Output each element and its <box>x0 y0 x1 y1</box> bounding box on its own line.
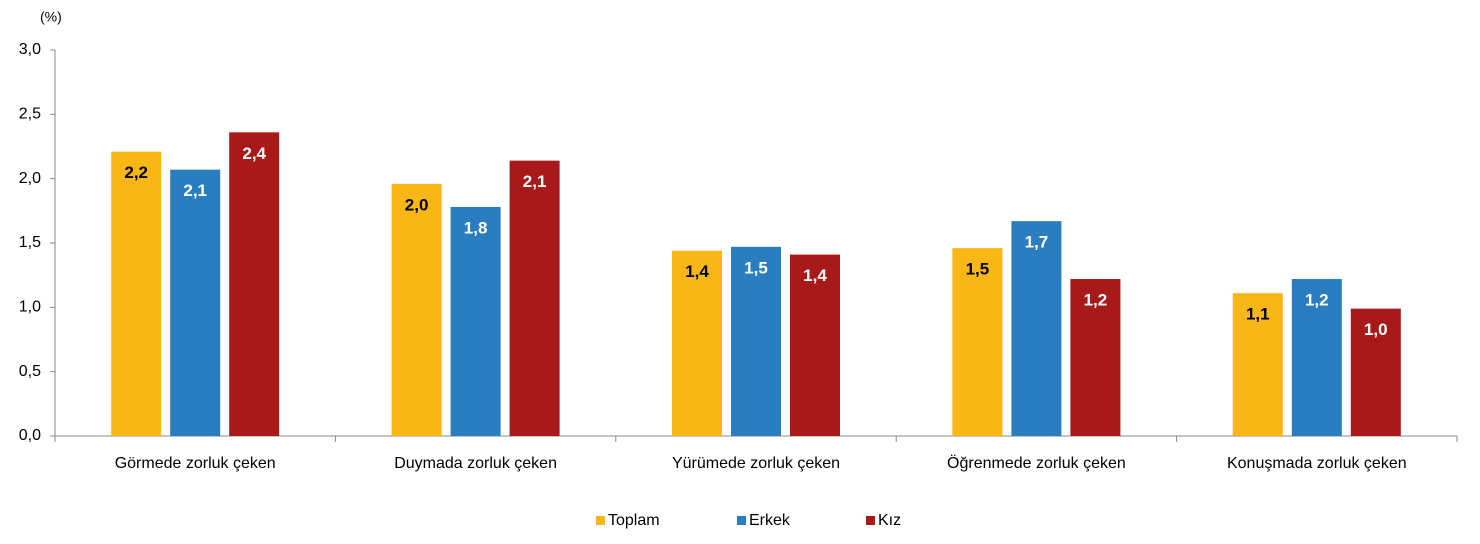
bar <box>1291 279 1342 436</box>
value-label: 1,1 <box>1246 305 1270 324</box>
legend-swatch <box>737 516 746 525</box>
bar <box>790 254 840 436</box>
value-label: 1,4 <box>803 266 827 285</box>
x-tick-label: Öğrenmede zorluk çeken <box>947 454 1126 472</box>
x-tick-label: Konuşmada zorluk çeken <box>1227 455 1407 472</box>
bar <box>952 248 1003 436</box>
x-tick-label: Yürümede zorluk çeken <box>672 455 840 472</box>
y-tick-label: 2,0 <box>19 170 41 187</box>
value-label: 1,5 <box>966 260 990 279</box>
value-label: 1,0 <box>1364 320 1388 339</box>
legend-label: Kız <box>878 512 901 529</box>
x-tick-label: Görmede zorluk çeken <box>115 455 276 472</box>
bar <box>672 250 722 436</box>
value-label: 1,7 <box>1025 233 1049 252</box>
value-label: 2,1 <box>183 181 207 200</box>
bar <box>1011 221 1062 436</box>
y-tick-label: 0,5 <box>19 363 41 380</box>
bar <box>229 132 280 436</box>
value-label: 2,2 <box>124 163 148 182</box>
x-tick-label: Duymada zorluk çeken <box>394 455 557 472</box>
bar <box>111 151 162 436</box>
bar <box>1070 279 1121 436</box>
bar <box>391 183 442 436</box>
y-tick-label: 0,0 <box>19 427 41 444</box>
bar <box>450 206 501 436</box>
y-tick-label: 2,5 <box>19 106 41 123</box>
legend-swatch <box>596 516 605 525</box>
y-tick-label: 1,0 <box>19 299 41 316</box>
value-label: 2,0 <box>405 195 429 214</box>
bar <box>1350 308 1401 436</box>
value-label: 1,5 <box>744 258 768 277</box>
axis-label: (%) <box>40 9 62 25</box>
legend-label: Toplam <box>608 512 660 529</box>
bar <box>731 246 781 436</box>
bar <box>170 169 221 436</box>
value-label: 1,4 <box>685 262 709 281</box>
bar <box>1232 293 1283 436</box>
value-label: 1,2 <box>1305 291 1329 310</box>
value-label: 1,8 <box>464 218 488 237</box>
y-tick-label: 1,5 <box>19 234 41 251</box>
bar <box>509 160 560 437</box>
y-tick-label: 3,0 <box>19 41 41 58</box>
value-label: 2,1 <box>523 172 547 191</box>
legend-label: Erkek <box>749 512 791 529</box>
value-label: 1,2 <box>1084 291 1108 310</box>
value-label: 2,4 <box>242 144 266 163</box>
legend-swatch <box>866 516 875 525</box>
